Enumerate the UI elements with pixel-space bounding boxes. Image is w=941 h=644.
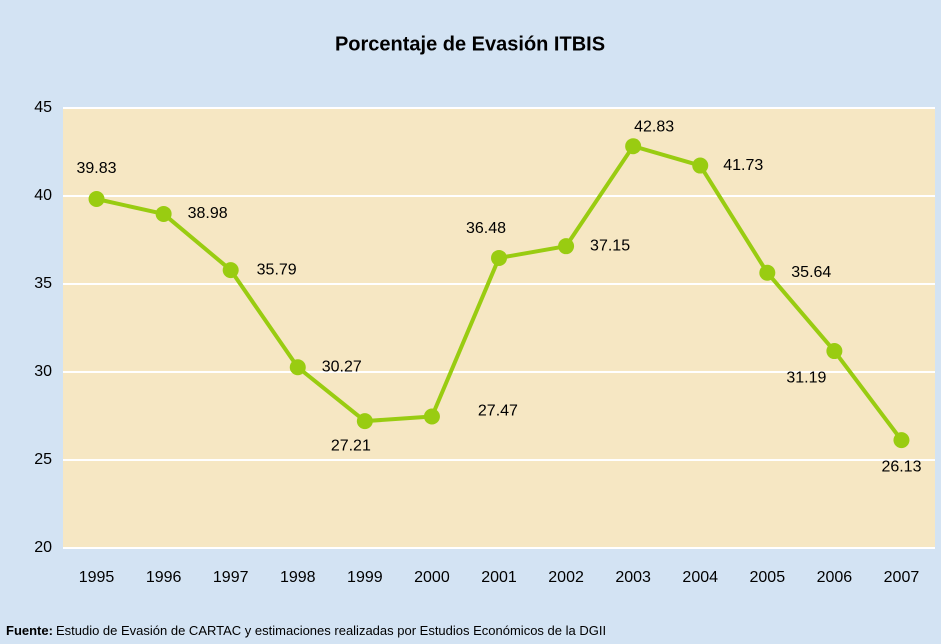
data-label: 37.15 <box>590 237 630 254</box>
x-tick-label: 1999 <box>347 569 383 586</box>
y-tick-label: 30 <box>34 363 52 380</box>
data-label: 41.73 <box>723 157 763 174</box>
data-label: 31.19 <box>786 369 826 386</box>
data-label: 35.79 <box>257 261 297 278</box>
x-tick-label: 1997 <box>213 569 249 586</box>
marker <box>893 432 910 449</box>
marker <box>222 262 239 279</box>
data-label: 35.64 <box>791 264 831 281</box>
marker <box>155 205 172 222</box>
marker <box>356 413 373 430</box>
data-label: 39.83 <box>77 160 117 177</box>
x-tick-label: 1998 <box>280 569 316 586</box>
data-label: 27.47 <box>478 403 518 420</box>
data-label: 30.27 <box>322 358 362 375</box>
marker <box>759 264 776 281</box>
data-label: 42.83 <box>634 118 674 135</box>
x-tick-label: 2005 <box>750 569 786 586</box>
x-tick-label: 2000 <box>414 569 450 586</box>
y-tick-label: 25 <box>34 451 52 468</box>
data-label: 27.21 <box>331 437 371 454</box>
data-label: 26.13 <box>881 458 921 475</box>
marker <box>625 138 642 155</box>
marker <box>423 408 440 425</box>
marker <box>558 238 575 255</box>
y-tick-label: 20 <box>34 539 52 556</box>
x-tick-label: 2004 <box>682 569 718 586</box>
marker <box>692 157 709 174</box>
marker <box>826 343 843 360</box>
x-tick-label: 2001 <box>481 569 517 586</box>
x-tick-label: 2007 <box>884 569 920 586</box>
chart-title: Porcentaje de Evasión ITBIS <box>335 33 605 55</box>
x-tick-label: 2006 <box>817 569 853 586</box>
source-text: Estudio de Evasión de CARTAC y estimacio… <box>56 623 606 638</box>
data-label: 36.48 <box>466 220 506 237</box>
source-label: Fuente: <box>6 623 53 638</box>
y-tick-label: 40 <box>34 187 52 204</box>
data-label: 38.98 <box>188 205 228 222</box>
marker <box>491 249 507 266</box>
x-tick-label: 1995 <box>79 569 115 586</box>
source: Fuente: Estudio de Evasión de CARTAC y es… <box>6 623 606 638</box>
y-tick-label: 35 <box>34 275 52 292</box>
x-tick-label: 2003 <box>615 569 651 586</box>
x-tick-label: 1996 <box>146 569 182 586</box>
y-tick-label: 45 <box>34 99 52 116</box>
marker <box>88 190 105 207</box>
marker <box>289 359 306 376</box>
plot-area <box>63 108 935 548</box>
x-tick-label: 2002 <box>548 569 584 586</box>
